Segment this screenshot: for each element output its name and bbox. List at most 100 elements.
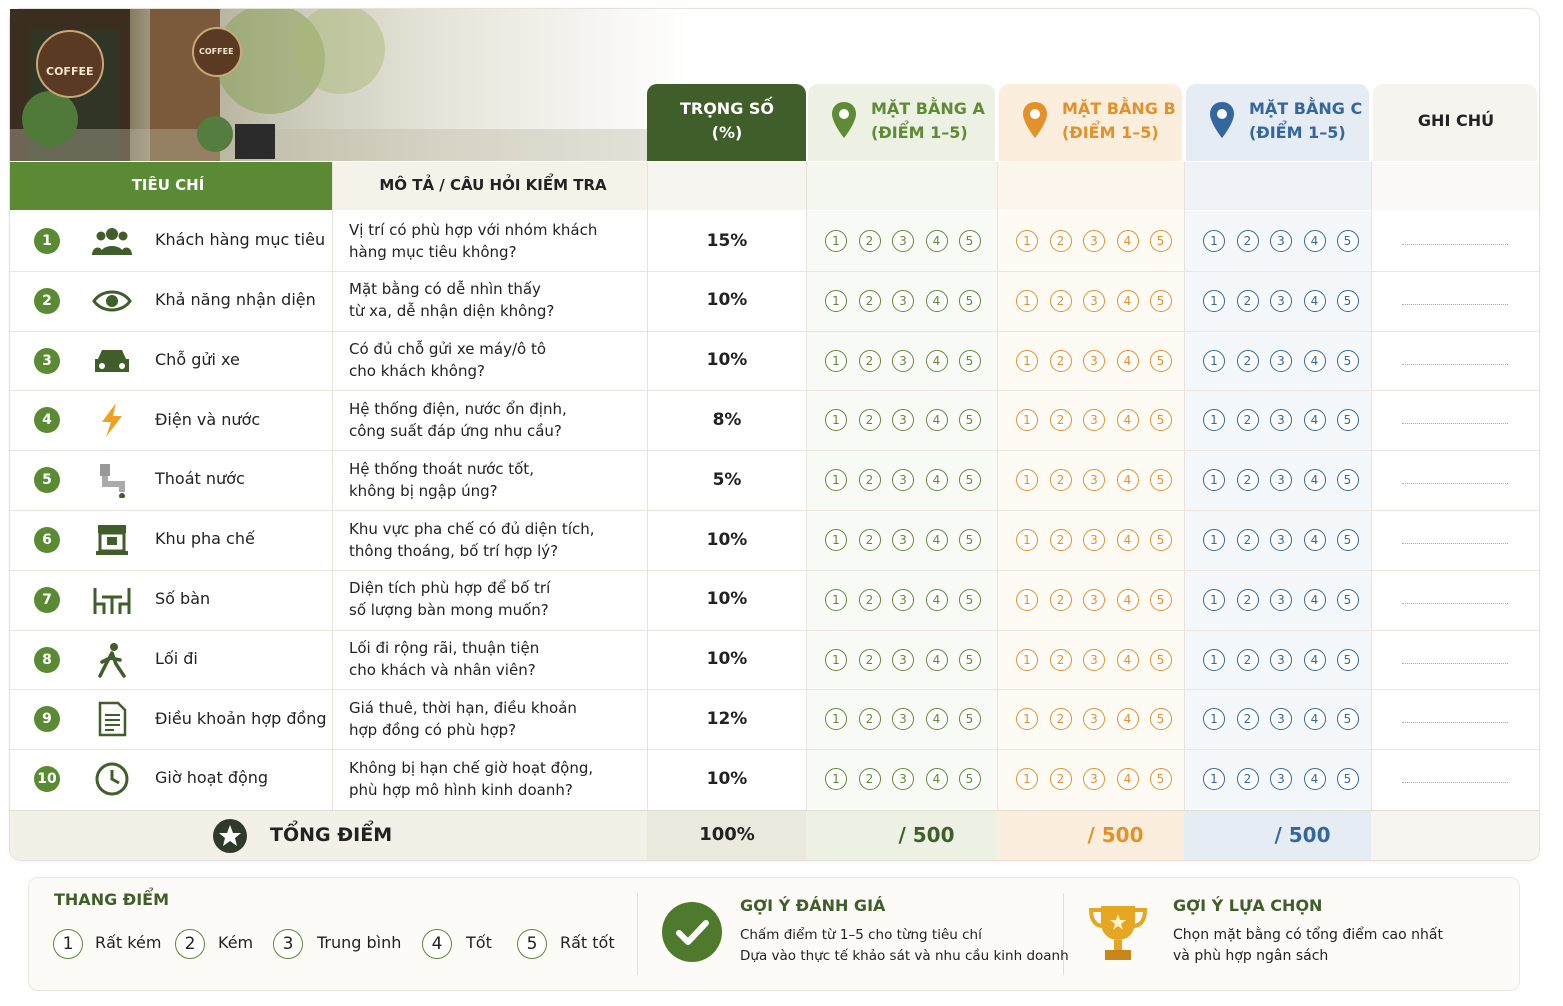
weight-header: [647, 84, 806, 161]
total-site: / 500: [1274, 823, 1331, 847]
score-option: 1: [825, 409, 847, 432]
row-description: từ xa, dễ nhận diện không?: [349, 302, 555, 321]
row-icon-svg: [100, 464, 125, 500]
score-option: 5: [1149, 409, 1172, 432]
score-option: 1: [1203, 409, 1225, 432]
score-option: 4: [1303, 648, 1326, 671]
score-option: 5: [1149, 648, 1172, 671]
score-option: 4: [1303, 469, 1326, 492]
score-option: 2: [858, 349, 881, 372]
row-number: 1: [34, 227, 60, 254]
score-option: 5: [1149, 768, 1172, 791]
row-name: Lối đi: [155, 648, 198, 668]
row-description: không bị ngập úng?: [349, 481, 498, 500]
row-name: Chỗ gửi xe: [155, 349, 240, 369]
score-option: 3: [892, 528, 914, 551]
score-option: 1: [1203, 469, 1225, 492]
score-option: 1: [1016, 229, 1038, 252]
row-divider: [10, 569, 1539, 571]
score-option: 2: [1049, 588, 1072, 611]
row-weight: 10%: [706, 350, 748, 371]
star-icon: [212, 818, 248, 854]
score-option: 5: [1336, 289, 1359, 312]
note-line: [1402, 363, 1508, 365]
row-number: 9: [34, 706, 60, 733]
total-site-bg: [806, 810, 997, 860]
score-option: 4: [1303, 289, 1326, 312]
row-icon: [92, 701, 132, 737]
score-option: 1: [1203, 648, 1225, 671]
score-option: 5: [1149, 349, 1172, 372]
score-option: 1: [1016, 768, 1038, 791]
score-option: 1: [825, 528, 847, 551]
row-name: Số bàn: [155, 588, 211, 608]
score-option: 2: [1049, 708, 1072, 731]
score-option: 5: [1336, 409, 1359, 432]
pin-icon-svg: [1210, 102, 1234, 138]
row-description: hợp đồng có phù hợp?: [349, 721, 517, 740]
score-option: 4: [1303, 588, 1326, 611]
score-option: 1: [825, 349, 847, 372]
score-option: 4: [925, 768, 948, 791]
desc-header-text: MÔ TẢ / CÂU HỎI KIỂM TRA: [379, 175, 607, 194]
score-option: 2: [1049, 289, 1072, 312]
selection-line: và phù hợp ngân sách: [1173, 948, 1329, 965]
row-icon-svg: [93, 587, 131, 614]
score-option: 5: [958, 648, 981, 671]
row-name: Điều khoản hợp đồng: [155, 708, 327, 728]
banner-scene-svg: [10, 4, 690, 161]
score-option: 1: [825, 588, 847, 611]
row-icon: [92, 283, 132, 319]
evaluation-title: GỢI Ý ĐÁNH GIÁ: [740, 896, 886, 916]
row-name: Thoát nước: [155, 469, 245, 489]
site-header-title: MẶT BẰNG C: [1249, 99, 1363, 119]
column-divider: [1371, 162, 1372, 860]
pin-icon-svg: [832, 102, 856, 138]
row-weight: 10%: [706, 649, 748, 670]
score-option: 4: [1116, 409, 1139, 432]
site-header-title: MẶT BẰNG B: [1062, 99, 1176, 119]
score-option: 3: [1270, 588, 1292, 611]
total-weight: 100%: [699, 824, 755, 846]
score-option: 2: [1049, 469, 1072, 492]
score-option: 1: [1203, 588, 1225, 611]
row-description: phù hợp mô hình kinh doanh?: [349, 780, 573, 799]
score-option: 5: [1336, 708, 1359, 731]
score-option: 2: [1236, 349, 1259, 372]
row-description: hàng mục tiêu không?: [349, 242, 517, 261]
score-option: 1: [1016, 588, 1038, 611]
score-option: 4: [1116, 708, 1139, 731]
row-number: 4: [34, 407, 60, 434]
score-option: 5: [1336, 588, 1359, 611]
row-description: Hệ thống thoát nước tốt,: [349, 459, 534, 478]
site-subheader: [1184, 162, 1371, 210]
site-header-unit: (ĐIỂM 1–5): [871, 123, 968, 143]
score-option: 1: [1203, 768, 1225, 791]
score-option: 2: [1236, 648, 1259, 671]
scale-label: Kém: [218, 933, 254, 953]
total-label: TỔNG ĐIỂM: [270, 823, 393, 846]
score-option: 5: [1336, 349, 1359, 372]
note-line: [1402, 423, 1508, 425]
column-divider: [806, 162, 807, 860]
score-option: 1: [825, 469, 847, 492]
desc-header: [332, 162, 647, 210]
row-weight: 12%: [706, 708, 748, 729]
scale-number: 5: [517, 929, 547, 959]
row-divider: [10, 390, 1539, 392]
row-icon-svg: [92, 227, 132, 255]
site-subheader: [997, 162, 1184, 210]
score-option: 2: [1236, 409, 1259, 432]
row-number: 3: [34, 347, 60, 374]
score-option: 4: [925, 409, 948, 432]
row-icon: [92, 522, 132, 558]
total-site-bg: [1184, 810, 1371, 860]
score-option: 4: [1116, 528, 1139, 551]
score-option: 2: [858, 648, 881, 671]
row-description: Lối đi rộng rãi, thuận tiện: [349, 639, 540, 658]
column-divider: [1184, 162, 1185, 860]
score-option: 4: [1116, 229, 1139, 252]
score-option: 5: [958, 409, 981, 432]
score-option: 1: [1203, 528, 1225, 551]
row-weight: 5%: [712, 469, 742, 490]
